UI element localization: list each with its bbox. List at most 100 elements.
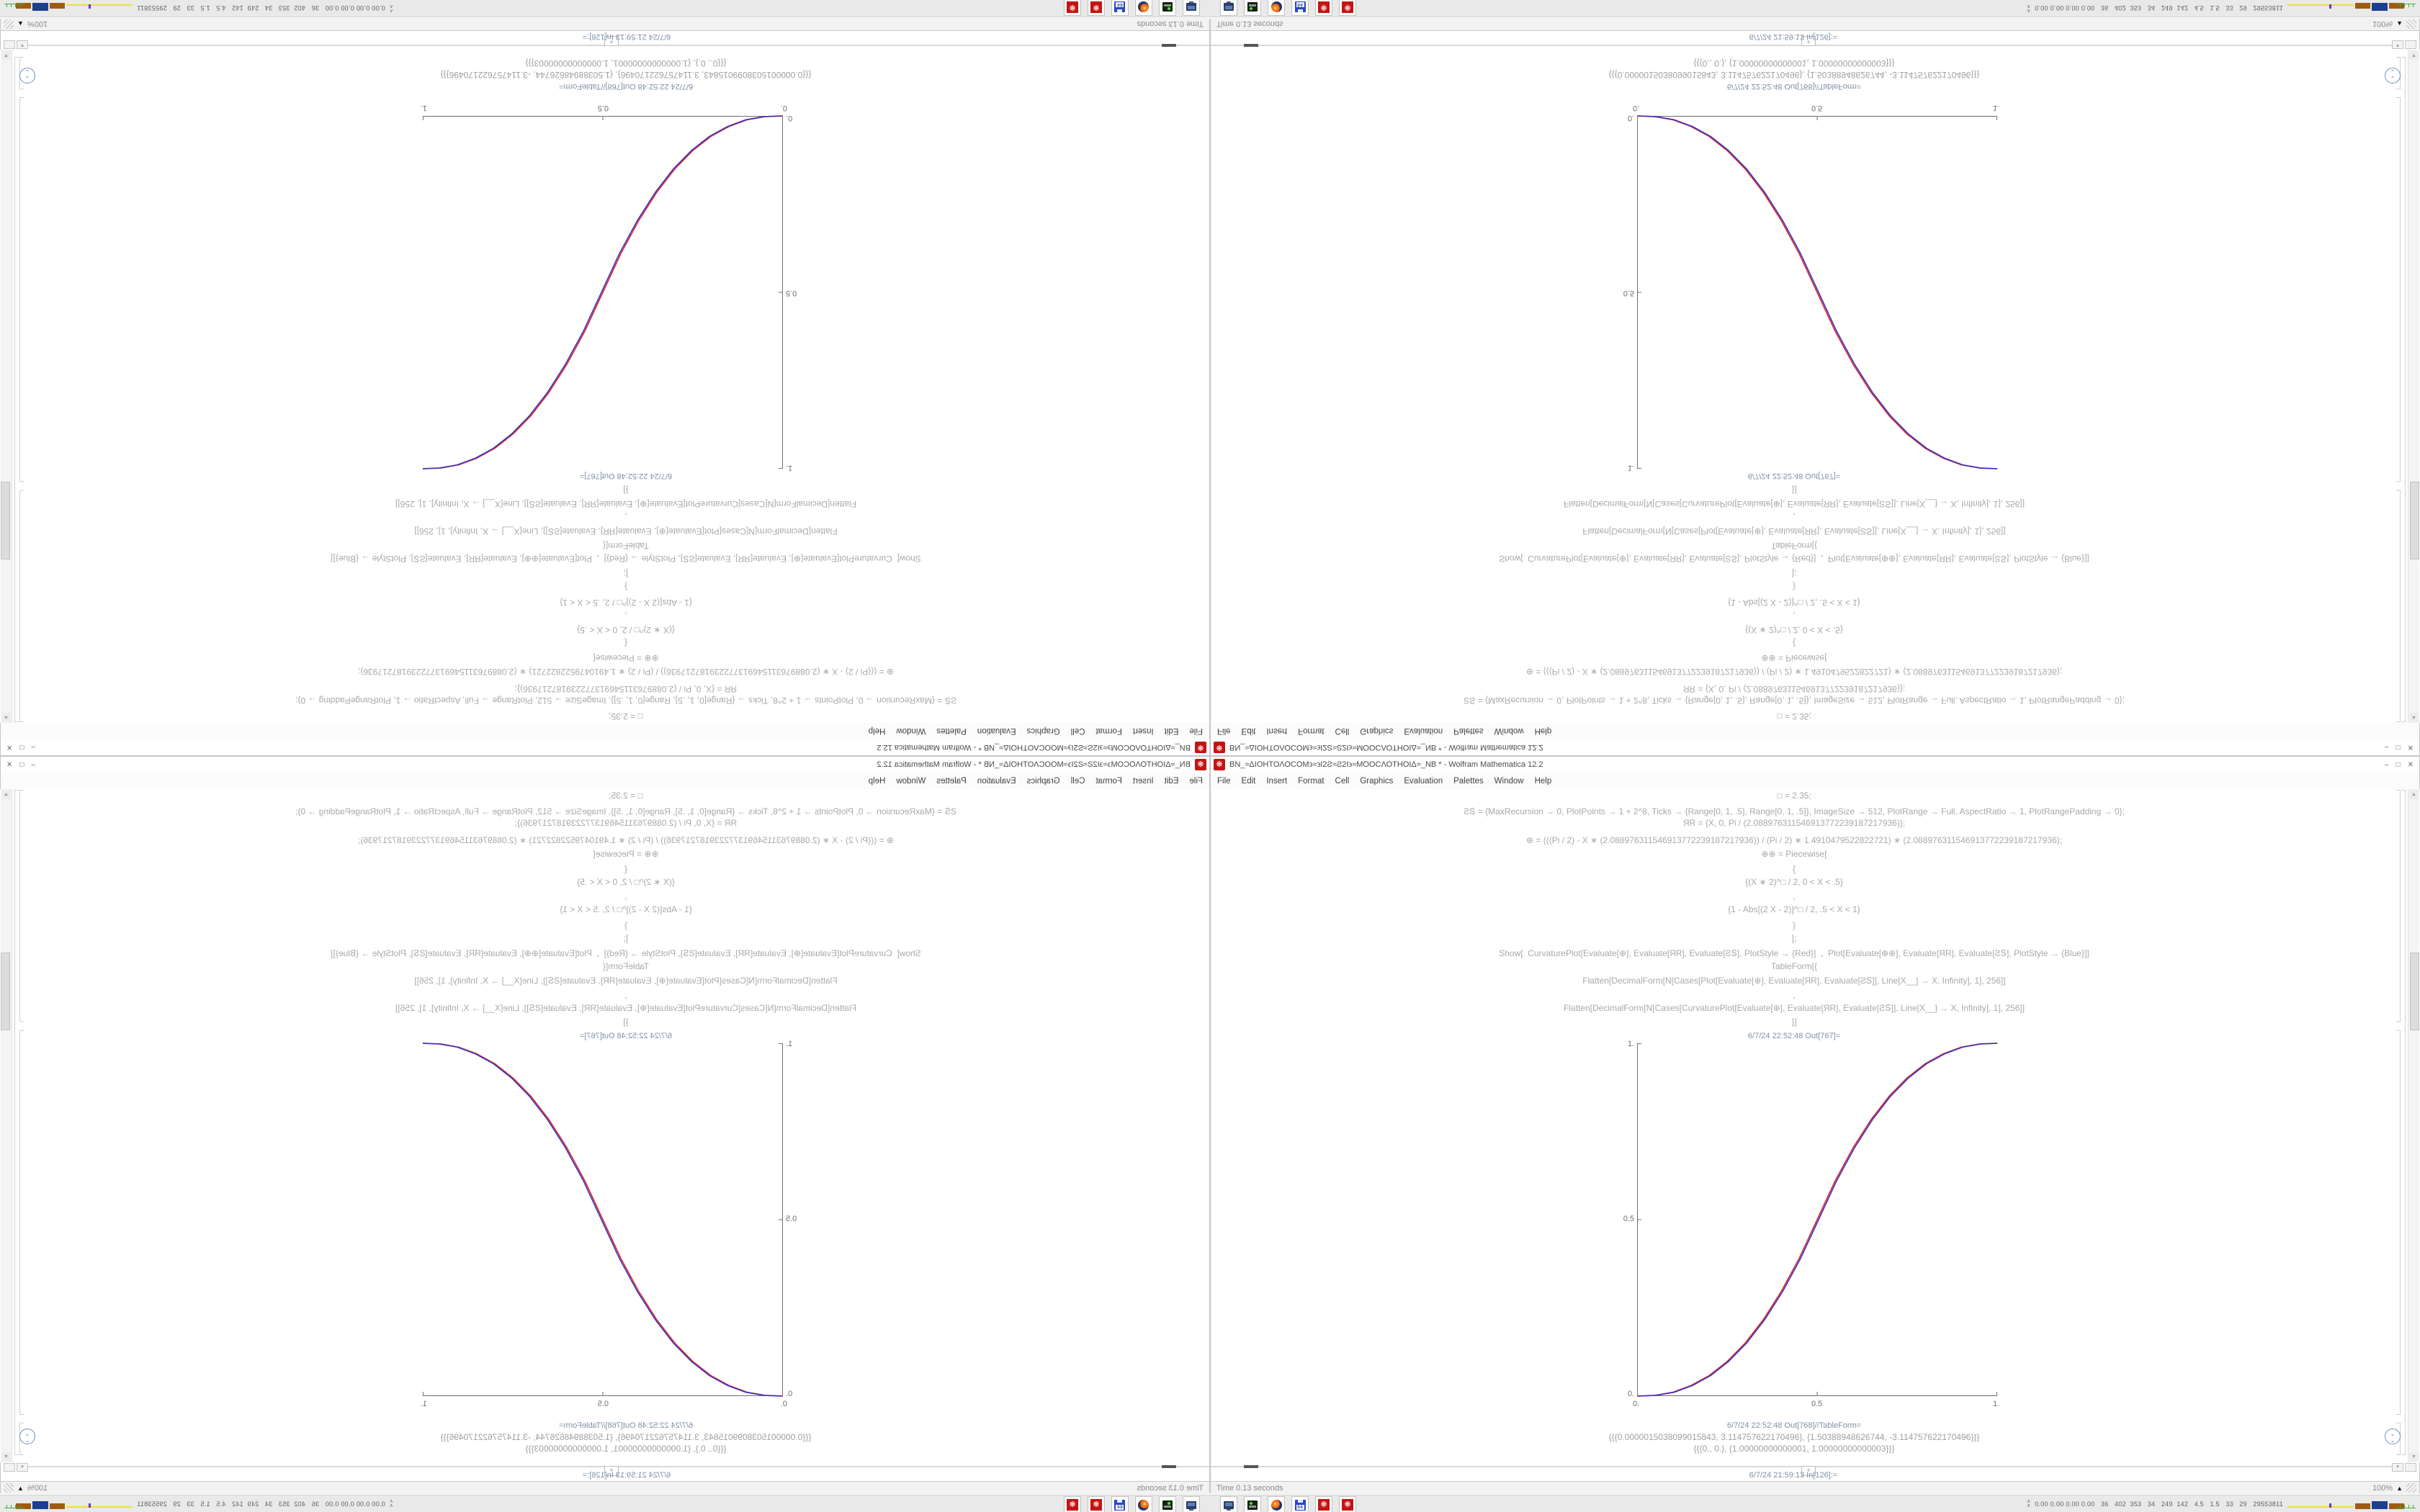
taskbar-item-computer[interactable]: [1220, 1496, 1237, 1512]
horizontal-scrollbar-thumb[interactable]: [1244, 44, 1258, 47]
taskbar-item-drive[interactable]: [1159, 1496, 1176, 1512]
vertical-scrollbar-thumb[interactable]: [1, 953, 10, 1030]
notebook-input-line[interactable]: □ = 2.35;: [609, 711, 643, 721]
vertical-scrollbar[interactable]: ▲ ▼: [1, 789, 12, 1462]
cell-bracket-group[interactable]: [2401, 57, 2406, 722]
notebook-input-line[interactable]: }]: [623, 1017, 629, 1027]
scroll-to-end-button[interactable]: ⌄ ⌄: [2385, 68, 2401, 84]
close-button[interactable]: ✕: [2407, 743, 2414, 752]
scroll-up-arrow[interactable]: ▲: [2409, 790, 2419, 799]
menu-item-palettes[interactable]: Palettes: [936, 726, 967, 736]
notebook-input-line[interactable]: TableForm[{: [602, 541, 650, 551]
notebook-input-line[interactable]: ⊕⊕ = Piecewise[: [593, 849, 659, 859]
notebook-input-line[interactable]: Flatten[DecimalForm[N[Cases[Plot[Evaluat…: [1582, 976, 2006, 986]
notebook-input-line[interactable]: ЯR = {X, 0, Pi / (2.08897631154691377223…: [514, 818, 738, 828]
notebook-input-line[interactable]: Flatten[DecimalForm[N[Cases[Plot[Evaluat…: [414, 526, 838, 536]
cell-bracket-input[interactable]: [19, 490, 24, 722]
notebook-input-line[interactable]: Flatten[DecimalForm[N[Cases[Plot[Evaluat…: [1582, 526, 2006, 536]
notebook-input-line[interactable]: {: [624, 638, 628, 648]
notebook-input-line[interactable]: }: [624, 920, 628, 930]
menu-item-insert[interactable]: Insert: [1132, 726, 1154, 736]
horizontal-scrollbar-thumb[interactable]: [1162, 1465, 1176, 1468]
notebook-input-line[interactable]: {: [624, 864, 628, 874]
notebook-input-line[interactable]: TableForm[{: [1770, 541, 1818, 551]
notebook-input-line[interactable]: Show[ CurvaturePlot[Evaluate[⊕], Evaluat…: [331, 554, 921, 564]
menu-item-palettes[interactable]: Palettes: [936, 776, 967, 786]
notebook-input-line[interactable]: ⊕ = (((Pi / 2) - X ∗ (2.0889763115469137…: [1526, 667, 2062, 677]
menu-item-format[interactable]: Format: [1095, 776, 1122, 786]
notebook-input-line[interactable]: TableForm[{: [602, 961, 650, 971]
taskbar-item-mathematica-1[interactable]: ❋: [1088, 1496, 1105, 1512]
notebook-input-line[interactable]: ];: [1791, 569, 1797, 579]
resize-grip[interactable]: [4, 1483, 14, 1493]
maximize-button[interactable]: □: [19, 760, 24, 769]
menu-item-edit[interactable]: Edit: [1164, 776, 1179, 786]
scroll-to-end-button[interactable]: ⌄ ⌄: [19, 1428, 35, 1444]
notebook-content[interactable]: □ = 2.35; ƧՏ = {MaxRecursion → 0, PlotPo…: [0, 789, 1209, 1462]
resize-grip[interactable]: [2406, 19, 2416, 29]
notebook-input-line[interactable]: ЯR = {X, 0, Pi / (2.08897631154691377223…: [1682, 818, 1906, 828]
magnification-icon[interactable]: ▲: [2396, 20, 2403, 28]
tray-expand-icon[interactable]: ∧ ∧: [2027, 1499, 2031, 1508]
notebook-input-line[interactable]: □ = 2.35;: [1777, 791, 1811, 801]
zoom-level[interactable]: 100%: [2372, 1483, 2393, 1493]
close-button[interactable]: ✕: [6, 760, 13, 769]
notebook-input-line[interactable]: }: [1792, 920, 1796, 930]
notebook-input-line[interactable]: {: [1792, 864, 1796, 874]
notebook-input-line[interactable]: ,: [624, 512, 627, 522]
menu-item-help[interactable]: Help: [868, 776, 886, 786]
titlebar[interactable]: ❋ ΒΝ_≈ΔΙΟΗΤΟΛΟϹΟΜ϶≈϶Ι2Ƨ≈Ƨ2Ι϶≈ΜΟΟϹΛΟΤΗΟΙΔ…: [1, 757, 1209, 773]
notebook-input-line[interactable]: {(X ∗ 2)^□ / 2, 0 < X < .5}: [1745, 877, 1843, 887]
scroll-up-arrow[interactable]: ▲: [1, 713, 11, 722]
scroll-up-arrow[interactable]: ▲: [1, 790, 11, 799]
tray-expand-icon[interactable]: ∧ ∧: [389, 1499, 393, 1508]
menu-item-edit[interactable]: Edit: [1164, 726, 1179, 736]
notebook-input-line[interactable]: ,: [1793, 891, 1796, 901]
minimize-button[interactable]: –: [31, 760, 35, 769]
notebook-input-line[interactable]: {1 - Abs[(2 X - 2)]^□ / 2, .5 < X < 1}: [1728, 598, 1860, 608]
taskbar-item-mathematica-2[interactable]: ❋: [1339, 0, 1356, 16]
taskbar-item-computer[interactable]: [1220, 0, 1237, 16]
zoom-level[interactable]: 100%: [27, 1483, 48, 1493]
notebook-input-line[interactable]: ЯR = {X, 0, Pi / (2.08897631154691377223…: [1682, 684, 1906, 694]
notebook-input-line[interactable]: ,: [1793, 512, 1796, 522]
curvature-plot[interactable]: 1. 0.5 0. 0. 0.5 1.: [1623, 104, 1999, 472]
menu-item-evaluation[interactable]: Evaluation: [1404, 726, 1443, 736]
scroll-up-arrow[interactable]: ▲: [2409, 713, 2419, 722]
taskbar-item-drive[interactable]: [1244, 0, 1261, 16]
notebook-input-line[interactable]: ЯR = {X, 0, Pi / (2.08897631154691377223…: [514, 684, 738, 694]
menu-item-help[interactable]: Help: [1534, 726, 1552, 736]
scroll-down-arrow[interactable]: ▼: [1, 1452, 11, 1462]
menu-item-file[interactable]: File: [1189, 776, 1203, 786]
menu-item-edit[interactable]: Edit: [1241, 776, 1256, 786]
scroll-down-arrow[interactable]: ▼: [1, 50, 11, 60]
menu-item-evaluation[interactable]: Evaluation: [977, 726, 1016, 736]
taskbar-item-mathematica-2[interactable]: ❋: [1064, 0, 1081, 16]
cell-bracket-plot-output[interactable]: [2396, 1030, 2401, 1415]
tray-expand-icon[interactable]: ∧ ∧: [2027, 4, 2031, 13]
tray-expand-icon[interactable]: ∧ ∧: [389, 4, 393, 13]
scrollbar-corner-box[interactable]: [4, 40, 15, 49]
cell-bracket-group[interactable]: [2401, 790, 2406, 1455]
menu-item-cell[interactable]: Cell: [1335, 726, 1350, 736]
notebook-input-line[interactable]: ⊕⊕ = Piecewise[: [593, 653, 659, 663]
menu-item-palettes[interactable]: Palettes: [1453, 776, 1484, 786]
curvature-plot[interactable]: 1. 0.5 0. 0. 0.5 1.: [421, 104, 797, 472]
notebook-input-line[interactable]: Flatten[DecimalForm[N[Cases[CurvaturePlo…: [395, 499, 857, 509]
notebook-input-line[interactable]: ,: [624, 611, 627, 621]
vertical-scrollbar-thumb[interactable]: [2410, 482, 2419, 559]
menu-item-graphics[interactable]: Graphics: [1026, 776, 1060, 786]
notebook-content[interactable]: □ = 2.35; ƧՏ = {MaxRecursion → 0, PlotPo…: [1211, 50, 2420, 723]
taskbar-item-drive[interactable]: [1159, 0, 1176, 16]
menu-item-cell[interactable]: Cell: [1070, 726, 1085, 736]
notebook-input-line[interactable]: Flatten[DecimalForm[N[Cases[CurvaturePlo…: [1563, 1003, 2025, 1013]
menu-item-format[interactable]: Format: [1298, 776, 1325, 786]
notebook-input-line[interactable]: ,: [624, 990, 627, 1000]
cell-bracket-table-output[interactable]: [2396, 1423, 2401, 1455]
notebook-input-line[interactable]: TableForm[{: [1770, 961, 1818, 971]
horizontal-scrollbar-thumb[interactable]: [1244, 1465, 1258, 1468]
close-button[interactable]: ✕: [6, 743, 13, 752]
menu-item-window[interactable]: Window: [1494, 776, 1524, 786]
cell-bracket-input[interactable]: [2396, 790, 2401, 1022]
notebook-input-line[interactable]: ⊕⊕ = Piecewise[: [1761, 653, 1827, 663]
